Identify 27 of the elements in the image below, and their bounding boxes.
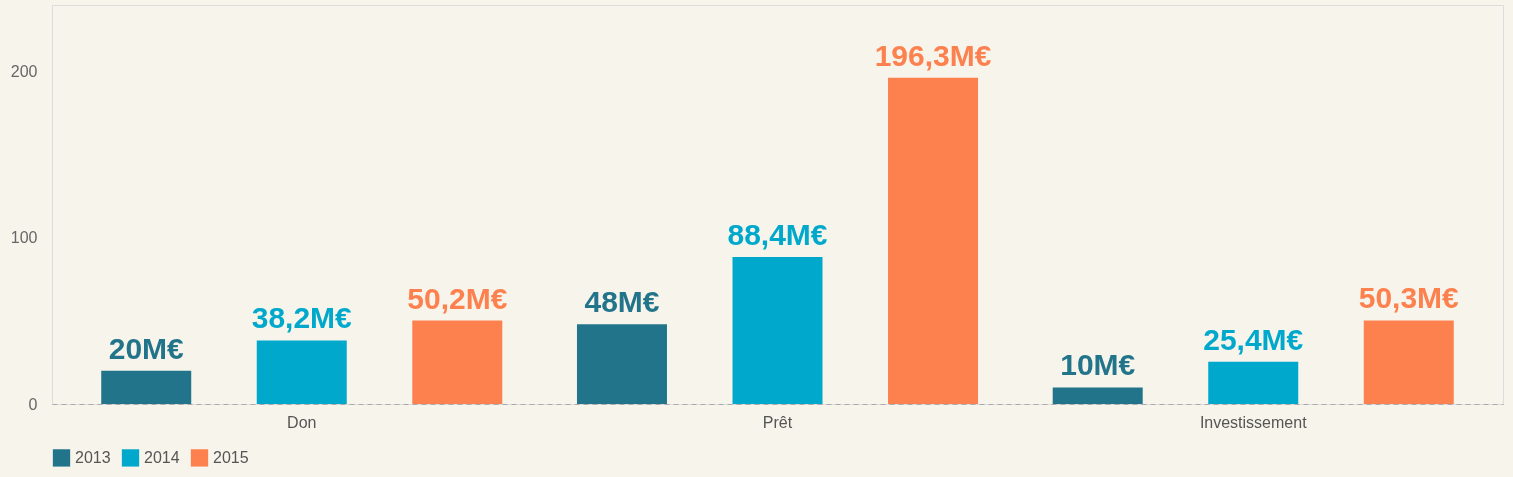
data-label: 48M€ [584, 285, 660, 319]
data-label: 38,2M€ [251, 301, 353, 335]
legend-label: 2014 [144, 448, 180, 466]
bar [256, 340, 347, 404]
legend-label: 2015 [213, 448, 249, 466]
data-label: 88,4M€ [727, 218, 828, 252]
bar [101, 370, 192, 404]
data-label: 50,3M€ [1358, 281, 1460, 315]
bar [1363, 320, 1454, 404]
legend-label: 2013 [75, 448, 111, 466]
bar [1052, 387, 1143, 404]
x-tick-label: Investissement [1199, 413, 1308, 431]
y-tick-label: 200 [10, 63, 38, 80]
bar [1208, 361, 1299, 404]
bar [412, 320, 503, 404]
y-tick-label: 100 [10, 229, 38, 247]
data-label: 10M€ [1060, 348, 1136, 382]
x-tick-label: Prêt [762, 413, 793, 431]
x-tick-label: Don [287, 413, 317, 431]
data-label: 196,3M€ [874, 38, 992, 72]
bar [576, 324, 667, 404]
data-label: 25,4M€ [1203, 322, 1304, 356]
y-tick-label: 0 [28, 395, 38, 413]
bar [732, 257, 823, 404]
data-label: 50,2M€ [407, 281, 508, 315]
data-label: 20M€ [108, 331, 185, 365]
bar [888, 77, 979, 404]
